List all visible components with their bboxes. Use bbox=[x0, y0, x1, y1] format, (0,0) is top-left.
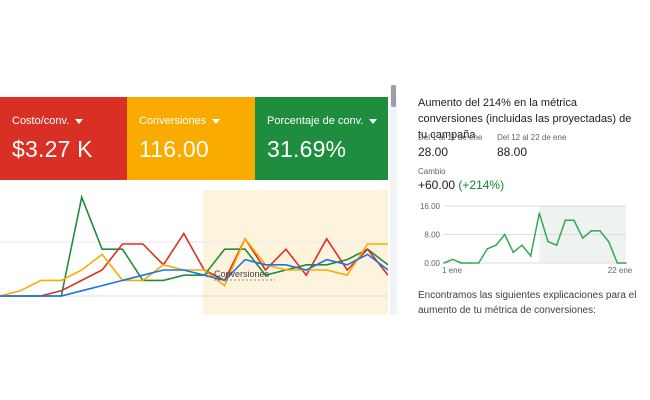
trend-chart: ↑ Conversiones bbox=[0, 190, 388, 315]
card-label-wrap: Costo/conv. bbox=[12, 115, 127, 127]
trend-series-line bbox=[0, 253, 388, 297]
x-tick-label: 1 ene bbox=[442, 266, 463, 275]
cost-per-conversion-value: $3.27 K bbox=[12, 136, 93, 162]
data-point bbox=[538, 212, 541, 214]
period1-value: 28.00 bbox=[418, 145, 449, 159]
data-point bbox=[512, 251, 515, 254]
conversions-annotation[interactable]: ↑ Conversiones bbox=[205, 269, 275, 281]
dropdown-caret-icon[interactable] bbox=[212, 118, 221, 124]
conversion-rate-label: Porcentaje de conv. bbox=[267, 115, 364, 127]
card-label-wrap: Porcentaje de conv. bbox=[267, 115, 388, 127]
data-point bbox=[607, 240, 610, 243]
card-label-wrap: Conversiones bbox=[139, 115, 255, 127]
dropdown-caret-icon[interactable] bbox=[75, 118, 84, 124]
y-tick-label: 16.00 bbox=[420, 202, 441, 211]
data-point bbox=[460, 262, 463, 264]
arrow-up-icon: ↑ bbox=[205, 270, 209, 279]
y-tick-label: 0.00 bbox=[424, 259, 440, 268]
insight-panel: Aumento del 214% en la métrica conversio… bbox=[398, 85, 650, 315]
highlight-region bbox=[203, 190, 388, 315]
insight-title: Aumento del 214% en la métrica conversio… bbox=[418, 97, 632, 141]
period2-label: Del 12 al 22 de ene bbox=[497, 133, 567, 142]
conversion-rate-value: 31.69% bbox=[267, 136, 347, 162]
conversions-mini-chart: 0.00 8.00 16.00 1 ene 22 ene bbox=[420, 202, 633, 275]
change-row: +60.00 (+214%) bbox=[418, 178, 504, 192]
data-point bbox=[486, 247, 489, 250]
data-point bbox=[451, 258, 454, 261]
period2-value: 88.00 bbox=[497, 145, 528, 159]
trend-series-line bbox=[0, 237, 388, 297]
data-point bbox=[529, 255, 532, 257]
conversions-value: 116.00 bbox=[139, 136, 209, 162]
data-point bbox=[590, 230, 593, 232]
period1-label: Del 1 al 11 de ene bbox=[418, 133, 483, 142]
data-point bbox=[564, 219, 567, 222]
data-point bbox=[599, 230, 601, 232]
cost-per-conversion-label: Costo/conv. bbox=[12, 115, 70, 127]
change-percent: (+214%) bbox=[458, 178, 505, 192]
conversions-label: Conversiones bbox=[139, 115, 207, 127]
scrollbar-thumb[interactable] bbox=[391, 85, 396, 107]
data-point bbox=[573, 219, 575, 222]
y-tick-label: 8.00 bbox=[424, 231, 440, 240]
cost-per-conversion-card[interactable]: Costo/conv. $3.27 K bbox=[0, 97, 127, 180]
data-point bbox=[555, 244, 558, 246]
data-point bbox=[503, 233, 506, 236]
scrollbar[interactable] bbox=[390, 85, 397, 315]
conversion-rate-card[interactable]: Porcentaje de conv. 31.69% bbox=[255, 97, 388, 180]
dropdown-caret-icon[interactable] bbox=[369, 118, 378, 124]
data-point bbox=[495, 244, 497, 246]
data-point bbox=[477, 262, 480, 264]
explanation-text: Encontramos las siguientes explicaciones… bbox=[418, 290, 637, 315]
data-point bbox=[581, 237, 584, 239]
data-point bbox=[625, 262, 627, 264]
change-label: Cambio bbox=[418, 167, 446, 176]
x-tick-label: 22 ene bbox=[608, 266, 633, 275]
data-point bbox=[547, 240, 549, 243]
change-value: +60.00 bbox=[418, 178, 456, 192]
data-point bbox=[443, 262, 445, 264]
data-point bbox=[469, 262, 471, 264]
annotation-label: Conversiones bbox=[214, 269, 270, 279]
data-point bbox=[616, 262, 619, 264]
trend-series-line bbox=[0, 232, 388, 297]
data-point bbox=[521, 244, 523, 246]
conversions-series-line bbox=[443, 212, 626, 264]
conversions-card[interactable]: Conversiones 116.00 bbox=[127, 97, 255, 180]
metrics-panel: Costo/conv. $3.27 K Conversiones 116.00 … bbox=[0, 85, 388, 315]
